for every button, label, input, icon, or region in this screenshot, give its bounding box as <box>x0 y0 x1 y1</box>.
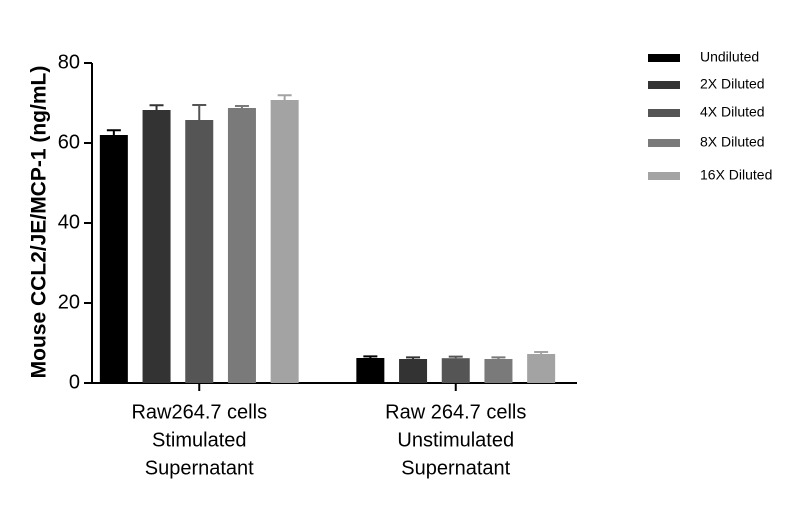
legend-swatch <box>648 139 680 147</box>
bar <box>99 135 128 383</box>
legend-label: 8X Diluted <box>700 134 765 150</box>
error-bar <box>534 351 549 354</box>
bar <box>527 354 556 383</box>
legend-label: 16X Diluted <box>700 167 772 183</box>
x-tick-label: Unstimulated <box>397 429 514 451</box>
bar <box>441 358 470 383</box>
y-tick-label: 40 <box>58 211 80 233</box>
legend-swatch <box>648 109 680 117</box>
x-tick-label: Raw 264.7 cells <box>385 401 526 423</box>
x-tick-label: Raw264.7 cells <box>131 401 267 423</box>
error-bar <box>106 129 121 135</box>
legend-label: 4X Diluted <box>700 104 765 120</box>
error-bar <box>277 94 292 100</box>
bar <box>270 100 299 383</box>
legend-swatch <box>648 54 680 62</box>
bar <box>185 120 214 383</box>
error-bar <box>491 356 506 359</box>
legend-label: Undiluted <box>700 49 759 65</box>
bar <box>227 108 256 383</box>
legend-label: 2X Diluted <box>700 76 765 92</box>
error-bar <box>192 104 207 120</box>
error-bar <box>448 355 463 359</box>
y-axis-label: Mouse CCL2/JE/MCP-1 (ng/mL) <box>28 66 51 379</box>
legend-swatch <box>648 172 680 180</box>
error-bar <box>149 104 164 110</box>
x-tick-label: Stimulated <box>152 429 247 451</box>
legend-swatch <box>648 81 680 89</box>
bar <box>484 359 513 383</box>
x-tick-label: Supernatant <box>401 457 510 479</box>
y-tick-label: 20 <box>58 291 80 313</box>
y-tick-label: 0 <box>69 371 80 393</box>
error-bar <box>363 355 378 358</box>
y-tick-label: 80 <box>58 51 80 73</box>
error-bar <box>234 105 249 108</box>
x-tick-label: Supernatant <box>145 457 254 479</box>
error-bar <box>406 356 421 359</box>
bar <box>142 110 171 383</box>
bar <box>356 358 385 383</box>
y-tick-label: 60 <box>58 131 80 153</box>
bar <box>399 359 428 383</box>
